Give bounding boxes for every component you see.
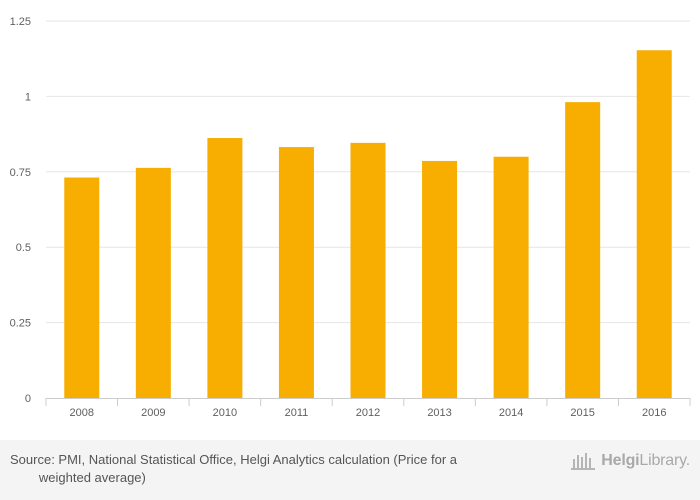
bar-2011[interactable] (278, 147, 314, 398)
bar-2008[interactable] (64, 177, 100, 398)
x-tick-label: 2011 (285, 407, 309, 419)
x-tick-label: 2015 (570, 407, 594, 419)
x-tick-label: 2016 (642, 407, 666, 419)
bar-2012[interactable] (350, 142, 386, 398)
logo-text: HelgiLibrary. (601, 452, 690, 470)
x-tick-label: 2014 (499, 407, 523, 419)
y-tick-label: 1 (25, 91, 31, 103)
bar-2010[interactable] (207, 138, 243, 398)
logo-text-library: Library. (639, 452, 690, 469)
chart-footer: Source: PMI, National Statistical Office… (0, 440, 700, 500)
y-tick-label: 0.75 (10, 167, 31, 179)
y-axis-tick-labels: 0 0.25 0.5 0.75 1 1.25 (10, 16, 31, 405)
bar-2009[interactable] (135, 167, 171, 398)
bar-2015[interactable] (565, 102, 601, 398)
logo-text-helgi: Helgi (601, 452, 640, 469)
x-tick-label: 2010 (213, 407, 237, 419)
library-building-icon (571, 453, 596, 470)
bars (64, 50, 672, 399)
helgi-library-logo[interactable]: HelgiLibrary. (570, 449, 690, 473)
y-tick-label: 1.25 (10, 16, 31, 28)
x-tick-label: 2013 (427, 407, 451, 419)
source-note: Source: PMI, National Statistical Office… (10, 452, 458, 485)
y-tick-label: 0.25 (10, 318, 31, 330)
y-tick-label: 0.5 (16, 242, 31, 254)
bar-2013[interactable] (422, 160, 458, 398)
x-tick-label: 2009 (141, 407, 165, 419)
x-tick-label: 2012 (356, 407, 380, 419)
x-axis: 2008 2009 2010 2011 2012 2013 2014 2015 2016 (45, 398, 691, 419)
y-tick-label: 0 (25, 393, 31, 405)
x-tick-label: 2008 (70, 407, 94, 419)
bar-2014[interactable] (493, 156, 529, 398)
bar-2016[interactable] (636, 50, 672, 399)
